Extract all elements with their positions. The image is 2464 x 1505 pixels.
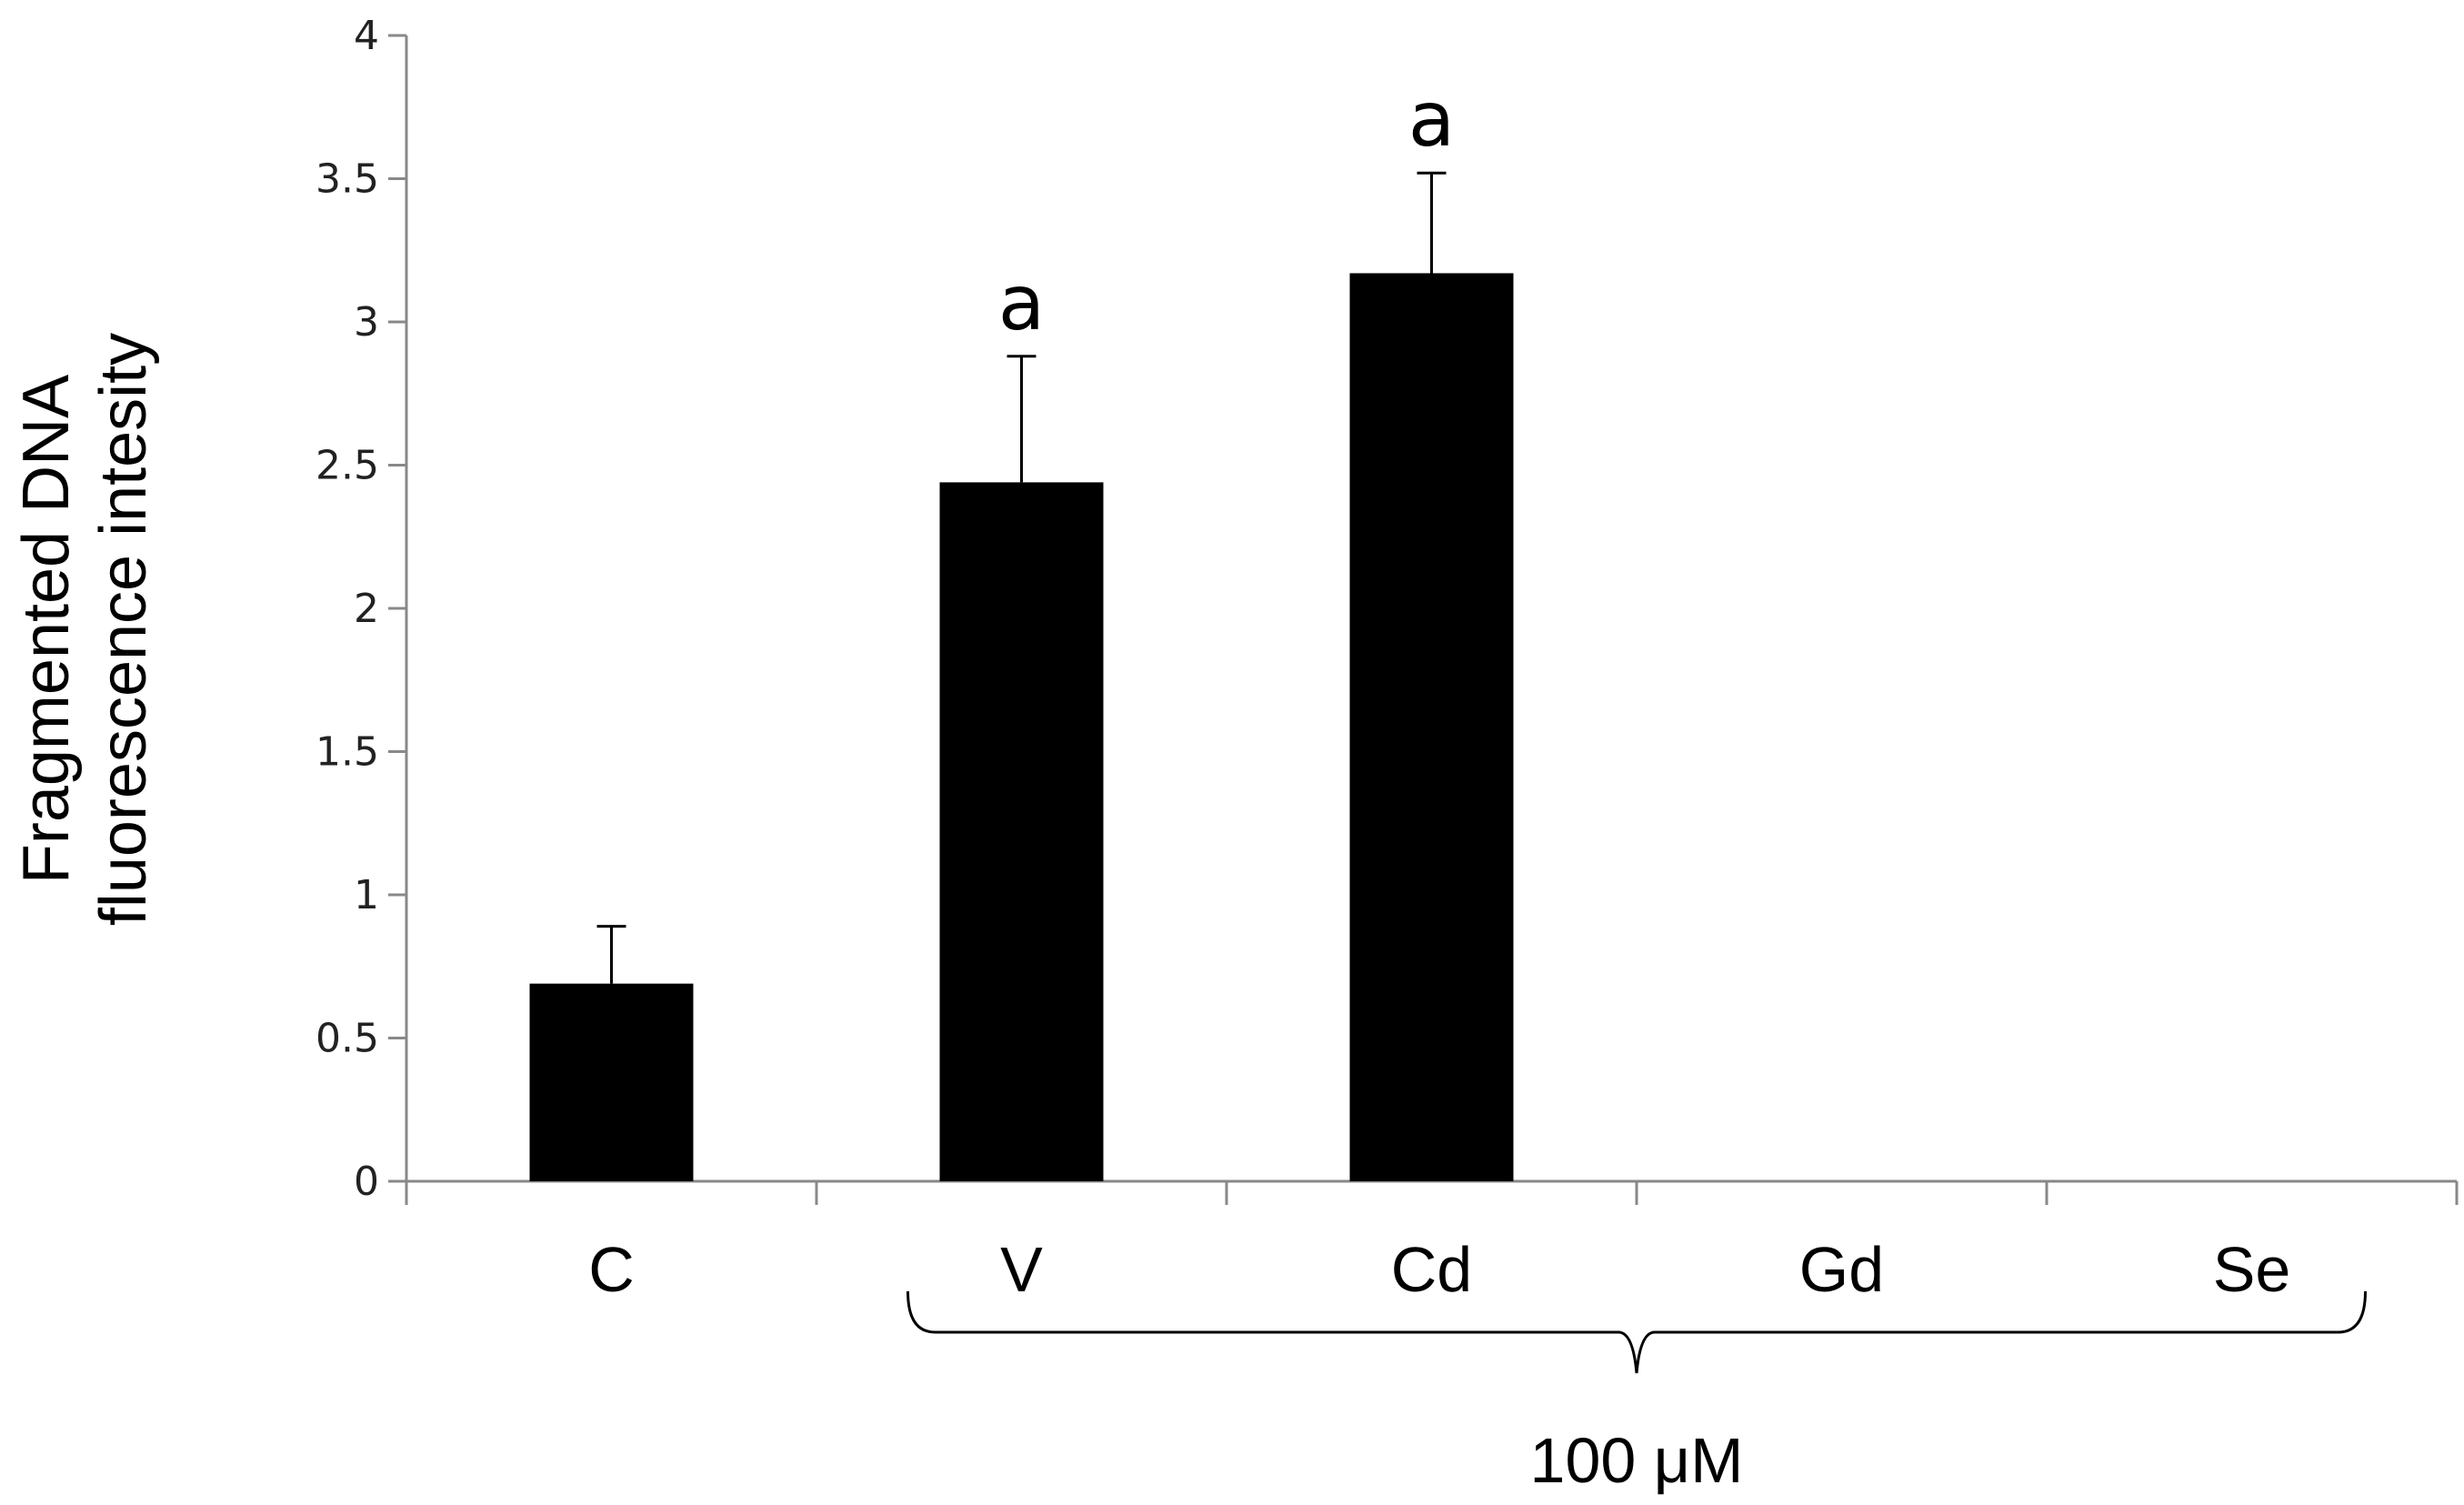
bar-cd bbox=[1349, 273, 1514, 1181]
y-axis-title: Fragmented DNA fluorescence intesity bbox=[10, 333, 160, 926]
y-tick-label: 1.5 bbox=[316, 729, 379, 776]
x-ticks bbox=[405, 1181, 2459, 1205]
category-label-v: V bbox=[1000, 1234, 1043, 1305]
category-label-se: Se bbox=[2213, 1234, 2291, 1305]
y-tick-label: 3 bbox=[354, 299, 379, 346]
bars bbox=[529, 273, 1514, 1181]
y-ticks: 0 0.5 1 1.5 2 2.5 3 3.5 4 bbox=[316, 13, 406, 1205]
category-label-c: C bbox=[588, 1234, 635, 1305]
y-tick-label: 1 bbox=[354, 872, 379, 918]
y-tick-label: 2 bbox=[354, 586, 379, 632]
y-tick-label: 0 bbox=[354, 1159, 379, 1205]
bar-v bbox=[939, 482, 1104, 1181]
category-labels: C V Cd Gd Se bbox=[588, 1234, 2290, 1305]
y-tick-label: 2.5 bbox=[316, 443, 379, 489]
y-axis-title-line-1: Fragmented DNA bbox=[10, 375, 83, 884]
error-bars bbox=[596, 171, 1447, 984]
y-axis-title-line-2: fluorescence intesity bbox=[87, 333, 160, 926]
y-tick-label: 4 bbox=[354, 13, 379, 59]
group-bracket-line bbox=[906, 1290, 2367, 1374]
category-label-cd: Cd bbox=[1391, 1234, 1472, 1305]
group-bracket: 100 μM bbox=[906, 1290, 2367, 1496]
group-bracket-label: 100 μM bbox=[1530, 1425, 1744, 1496]
significance-label-v: a bbox=[998, 258, 1045, 347]
y-tick-label: 0.5 bbox=[316, 1016, 379, 1062]
significance-labels: aa bbox=[998, 75, 1455, 347]
bar-c bbox=[529, 983, 694, 1181]
y-tick-label: 3.5 bbox=[316, 156, 379, 203]
category-label-gd: Gd bbox=[1799, 1234, 1884, 1305]
significance-label-cd: a bbox=[1408, 75, 1455, 164]
